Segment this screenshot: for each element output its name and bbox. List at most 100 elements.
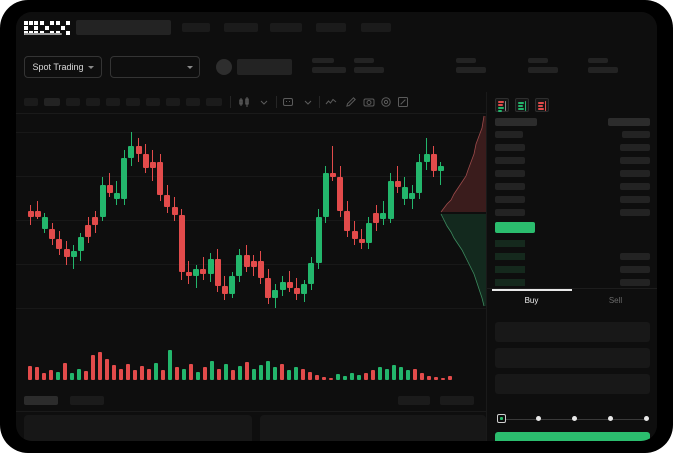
volume-bar: [385, 368, 389, 380]
volume-bar: [392, 365, 396, 380]
volume-bar: [245, 362, 249, 380]
volume-bar: [203, 366, 207, 380]
stat-last-price: [312, 58, 346, 73]
candlestick-icon[interactable]: [238, 96, 250, 108]
stat-24h-low: [528, 58, 558, 73]
order-amount-field[interactable]: [495, 348, 650, 368]
orderbook-ask-row[interactable]: [495, 209, 525, 216]
volume-bar: [336, 374, 340, 380]
timeframe-1[interactable]: [24, 98, 38, 106]
timeframe-2[interactable]: [44, 98, 60, 106]
timeframe-4[interactable]: [86, 98, 100, 106]
bottom-panel-right[interactable]: [260, 415, 486, 441]
volume-bar: [98, 352, 102, 380]
timeframe-9[interactable]: [186, 98, 200, 106]
tab-buy[interactable]: Buy: [524, 296, 539, 305]
pencil-icon[interactable]: [345, 96, 357, 108]
chevron-down-icon[interactable]: [302, 96, 314, 108]
bottom-tab-open-orders[interactable]: [24, 396, 58, 405]
orderbook-bid-size: [620, 279, 650, 286]
slider-stop-75[interactable]: [608, 416, 613, 421]
order-total-field[interactable]: [495, 374, 650, 394]
timeframe-8[interactable]: [166, 98, 180, 106]
nav-item-1[interactable]: [182, 23, 210, 32]
price-chart[interactable]: [16, 114, 486, 334]
orderbook-ask-size: [620, 183, 650, 190]
market-type-label: Spot Trading: [32, 62, 84, 72]
orderbook-ask-row[interactable]: [495, 131, 523, 138]
fullscreen-icon[interactable]: [397, 96, 409, 108]
timeframe-10[interactable]: [206, 98, 222, 106]
chart-toolbar: [16, 92, 657, 114]
orderbook-ask-row[interactable]: [495, 157, 525, 164]
slider-stop-50[interactable]: [572, 416, 577, 421]
volume-bar: [224, 363, 228, 380]
bottom-action-2[interactable]: [440, 396, 474, 405]
volume-bar: [266, 360, 270, 380]
timeframe-6[interactable]: [126, 98, 140, 106]
volume-bar: [189, 363, 193, 380]
chevron-down-icon[interactable]: [258, 96, 270, 108]
timeframe-5[interactable]: [106, 98, 120, 106]
orderbook-mode-bids[interactable]: [515, 98, 529, 112]
search-input[interactable]: [76, 20, 171, 35]
trading-pair-select[interactable]: [110, 56, 200, 78]
place-buy-order-button[interactable]: [495, 432, 650, 441]
active-tab-underline: [492, 289, 572, 291]
volume-bar: [231, 370, 235, 380]
volume-bar: [427, 375, 431, 380]
volume-bar: [238, 365, 242, 380]
toolbar-divider: [319, 96, 320, 108]
orderbook-ask-row[interactable]: [495, 196, 525, 203]
nav-item-5[interactable]: [361, 23, 391, 32]
bottom-panel-left[interactable]: [24, 415, 252, 441]
coin-avatar: [216, 59, 232, 75]
orderbook-mode-asks[interactable]: [535, 98, 549, 112]
camera-icon[interactable]: [363, 96, 375, 108]
volume-bar: [343, 376, 347, 380]
indicators-icon[interactable]: [282, 96, 294, 108]
slider-handle[interactable]: [497, 414, 506, 423]
tab-sell[interactable]: Sell: [608, 296, 623, 305]
line-chart-icon[interactable]: [325, 96, 337, 108]
volume-bar: [441, 377, 445, 380]
orderbook-bid-row[interactable]: [495, 279, 525, 286]
orderbook-mode-combined[interactable]: [495, 98, 509, 112]
orderbook-ask-row[interactable]: [495, 144, 525, 151]
orderbook-bid-row[interactable]: [495, 240, 525, 247]
volume-bar: [35, 367, 39, 380]
nav-item-2[interactable]: [224, 23, 258, 32]
volume-bar: [329, 377, 333, 380]
toolbar-divider: [230, 96, 231, 108]
slider-stop-25[interactable]: [536, 416, 541, 421]
timeframe-7[interactable]: [146, 98, 160, 106]
volume-bar: [448, 376, 452, 380]
slider-stop-100[interactable]: [644, 416, 649, 421]
orderbook-depth-overlay: [440, 115, 486, 307]
volume-bar: [147, 368, 151, 380]
orderbook-ask-size: [620, 157, 650, 164]
orderbook-ask-row[interactable]: [495, 170, 525, 177]
timeframe-3[interactable]: [66, 98, 80, 106]
volume-bar: [350, 373, 354, 380]
orderbook-bid-row[interactable]: [495, 253, 525, 260]
volume-bar: [434, 377, 438, 380]
amount-percent-slider[interactable]: [497, 414, 649, 424]
orderbook-ask-row[interactable]: [495, 183, 525, 190]
orderbook-bid-row[interactable]: [495, 266, 525, 273]
nav-item-3[interactable]: [270, 23, 302, 32]
gear-icon[interactable]: [380, 96, 392, 108]
orderbook-ask-size: [622, 131, 650, 138]
nav-item-4[interactable]: [316, 23, 346, 32]
volume-chart: [16, 338, 486, 386]
chevron-down-icon: [187, 65, 193, 69]
toolbar-divider: [276, 96, 277, 108]
orderbook-rows[interactable]: [487, 118, 657, 286]
bottom-action-1[interactable]: [398, 396, 430, 405]
orders-tabbar: [16, 390, 486, 412]
order-price-field[interactable]: [495, 322, 650, 342]
market-type-select[interactable]: Spot Trading: [24, 56, 102, 78]
volume-bar: [70, 373, 74, 380]
volume-bar: [182, 368, 186, 380]
bottom-tab-order-history[interactable]: [70, 396, 104, 405]
